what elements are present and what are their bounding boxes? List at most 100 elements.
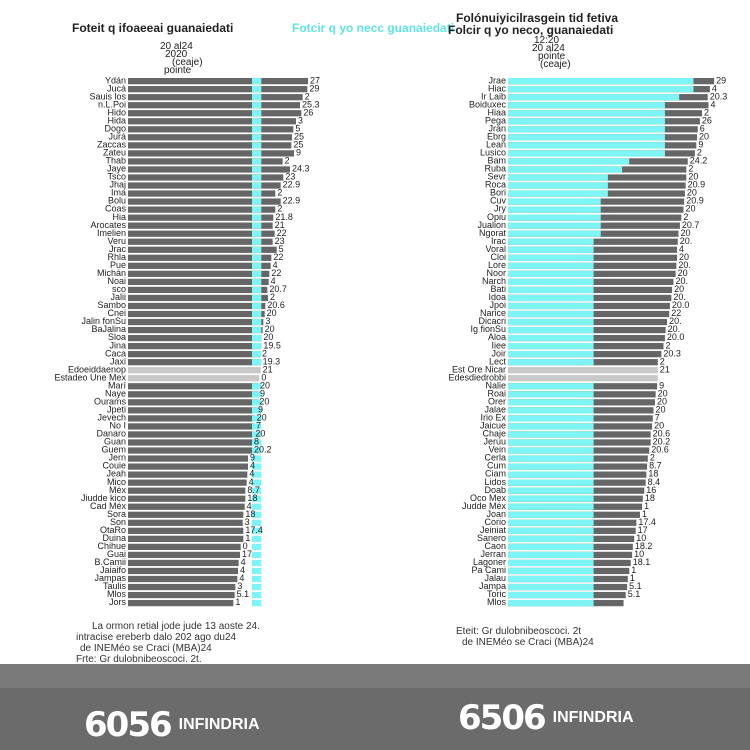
value-label-1-49: 18 — [648, 469, 658, 479]
bar-0-60 — [128, 559, 239, 567]
bar-0-56 — [128, 527, 244, 534]
cyan-bar-1-38 — [508, 383, 594, 390]
category-label-1-63: Jampa — [479, 581, 506, 591]
category-label-1-15: Cuv — [490, 196, 507, 206]
value-label-0-9: 9 — [296, 148, 301, 158]
bar-0-59 — [128, 551, 240, 559]
bar-0-51 — [128, 487, 246, 494]
bar-0-3 — [128, 102, 300, 109]
cyan-bar-0-57 — [252, 535, 262, 542]
category-label-0-20: Veru — [107, 236, 126, 246]
value-label-0-48: 4 — [250, 461, 255, 471]
bar-0-58 — [128, 543, 241, 551]
value-label-1-27: 20. — [673, 292, 686, 302]
value-label-0-28: 20.6 — [267, 300, 285, 310]
cyan-bar-0-58 — [252, 543, 262, 551]
category-label-1-21: Voral — [485, 244, 506, 254]
value-label-1-9: 2 — [697, 148, 702, 158]
category-label-1-47: Cerla — [484, 453, 506, 463]
category-label-0-65: Jors — [109, 597, 127, 607]
category-label-0-12: Tsco — [107, 172, 126, 182]
category-label-1-36: Est Ore Nicar — [452, 364, 506, 374]
bar-0-20 — [128, 238, 273, 245]
value-label-1-17: 2 — [683, 212, 688, 222]
cyan-bar-1-35 — [508, 359, 594, 366]
value-label-0-62: 4 — [239, 573, 244, 583]
cyan-bar-0-62 — [252, 575, 262, 583]
cyan-bar-0-6 — [252, 126, 262, 133]
value-label-0-13: 22.9 — [283, 180, 301, 190]
footer — [0, 688, 750, 750]
bar-0-5 — [128, 118, 296, 125]
category-label-1-40: Orer — [488, 396, 506, 406]
cyan-bar-0-19 — [252, 230, 262, 237]
cyan-bar-0-40 — [252, 399, 262, 406]
category-label-0-5: Hida — [107, 115, 126, 125]
value-label-1-64: 5.1 — [628, 589, 641, 599]
cyan-bar-1-56 — [508, 527, 594, 534]
category-label-1-57: Sanero — [477, 533, 506, 543]
category-label-0-29: Cnei — [107, 308, 126, 318]
category-label-1-14: Bori — [490, 188, 506, 198]
category-label-1-28: Jpoi — [489, 300, 506, 310]
category-label-1-16: Jry — [494, 204, 506, 214]
cyan-bar-0-45 — [252, 439, 262, 446]
bar-0-35 — [128, 359, 261, 366]
cyan-bar-1-8 — [508, 142, 665, 149]
category-label-0-32: Sloa — [108, 332, 126, 342]
category-label-0-27: Jalii — [110, 292, 126, 302]
cyan-bar-0-63 — [252, 583, 262, 591]
category-label-0-38: Marí — [108, 380, 126, 390]
cyan-bar-0-3 — [252, 102, 262, 109]
value-label-0-46: 20.2 — [254, 445, 272, 455]
category-label-0-49: Jeah — [106, 469, 126, 479]
cyan-bar-1-59 — [508, 551, 594, 559]
cyan-bar-1-39 — [508, 391, 594, 398]
cyan-bar-1-64 — [508, 591, 594, 599]
category-label-0-7: Jurá — [108, 131, 126, 141]
cyan-bar-0-56 — [252, 527, 262, 534]
value-label-0-8: 25 — [293, 140, 303, 150]
category-label-0-17: Hia — [112, 212, 126, 222]
value-label-1-1: 4 — [712, 83, 717, 93]
value-label-1-36: 21 — [660, 364, 670, 374]
cyan-bar-1-18 — [508, 222, 601, 229]
cyan-bar-0-27 — [252, 294, 262, 302]
value-label-1-5: 26 — [702, 115, 712, 125]
bar-0-48 — [128, 463, 248, 470]
bar-0-49 — [128, 471, 248, 478]
bar-0-28 — [128, 302, 266, 310]
cyan-bar-0-42 — [252, 415, 262, 422]
value-label-1-16: 20 — [685, 204, 695, 214]
category-label-1-20: Irac — [491, 236, 507, 246]
bar-0-4 — [128, 110, 302, 117]
value-label-1-25: 20. — [675, 276, 688, 286]
value-label-1-33: 2 — [666, 340, 671, 350]
category-label-1-29: Narice — [480, 308, 506, 318]
bar-0-65 — [128, 599, 234, 607]
cyan-bar-1-11 — [508, 166, 623, 173]
value-label-1-19: 20 — [680, 228, 690, 238]
category-label-1-34: Joir — [491, 348, 506, 358]
bar-1-37 — [508, 375, 658, 382]
category-label-0-31: BaJalina — [91, 324, 126, 334]
bar-0-50 — [128, 479, 247, 486]
category-label-1-24: Noor — [486, 268, 506, 278]
cyan-bar-1-51 — [508, 487, 594, 494]
value-label-1-0: 29 — [716, 75, 726, 85]
category-label-1-25: Narch — [482, 276, 506, 286]
value-label-1-42: 7 — [655, 413, 660, 423]
value-label-0-55: 3 — [245, 517, 250, 527]
cyan-bar-0-35 — [252, 359, 262, 366]
category-label-0-22: Rhla — [107, 252, 126, 262]
value-label-1-4: 2 — [704, 107, 709, 117]
value-label-1-43: 20 — [654, 421, 664, 431]
category-label-0-58: Chihue — [97, 541, 126, 551]
value-label-1-34: 20.3 — [663, 348, 681, 358]
value-label-0-57: 1 — [245, 533, 250, 543]
value-label-1-57: 10 — [636, 533, 646, 543]
category-label-0-41: Jpeti — [107, 405, 126, 415]
category-label-0-6: Dogo — [104, 123, 126, 133]
value-label-0-6: 5 — [295, 123, 300, 133]
